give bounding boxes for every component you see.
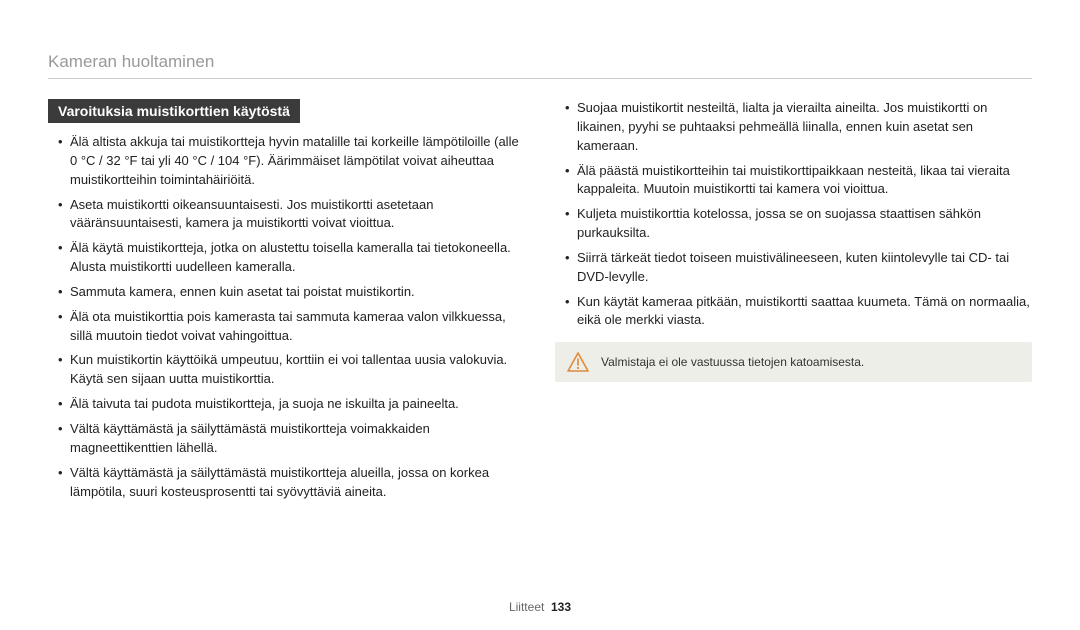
document-page: Kameran huoltaminen Varoituksia muistiko… bbox=[0, 0, 1080, 527]
list-item: Sammuta kamera, ennen kuin asetat tai po… bbox=[58, 283, 525, 302]
list-item: Älä käytä muistikortteja, jotka on alust… bbox=[58, 239, 525, 277]
list-item: Aseta muistikortti oikeansuuntaisesti. J… bbox=[58, 196, 525, 234]
section-heading: Varoituksia muistikorttien käytöstä bbox=[48, 99, 300, 123]
content-columns: Varoituksia muistikorttien käytöstä Älä … bbox=[48, 99, 1032, 507]
list-item: Älä päästä muistikortteihin tai muistiko… bbox=[565, 162, 1032, 200]
list-item: Vältä käyttämästä ja säilyttämästä muist… bbox=[58, 464, 525, 502]
list-item: Suojaa muistikortit nesteiltä, lialta ja… bbox=[565, 99, 1032, 156]
list-item: Kun käytät kameraa pitkään, muistikortti… bbox=[565, 293, 1032, 331]
list-item: Kun muistikortin käyttöikä umpeutuu, kor… bbox=[58, 351, 525, 389]
right-bullet-list: Suojaa muistikortit nesteiltä, lialta ja… bbox=[555, 99, 1032, 330]
list-item: Älä altista akkuja tai muistikortteja hy… bbox=[58, 133, 525, 190]
warning-triangle-icon bbox=[567, 352, 589, 372]
list-item: Siirrä tärkeät tiedot toiseen muistiväli… bbox=[565, 249, 1032, 287]
warning-text: Valmistaja ei ole vastuussa tietojen kat… bbox=[601, 355, 864, 369]
list-item: Vältä käyttämästä ja säilyttämästä muist… bbox=[58, 420, 525, 458]
page-title: Kameran huoltaminen bbox=[48, 52, 1032, 79]
warning-callout: Valmistaja ei ole vastuussa tietojen kat… bbox=[555, 342, 1032, 382]
footer-label: Liitteet bbox=[509, 600, 544, 614]
page-number: 133 bbox=[551, 600, 571, 614]
right-column: Suojaa muistikortit nesteiltä, lialta ja… bbox=[555, 99, 1032, 507]
left-column: Varoituksia muistikorttien käytöstä Älä … bbox=[48, 99, 525, 507]
left-bullet-list: Älä altista akkuja tai muistikortteja hy… bbox=[48, 133, 525, 501]
list-item: Älä taivuta tai pudota muistikortteja, j… bbox=[58, 395, 525, 414]
list-item: Kuljeta muistikorttia kotelossa, jossa s… bbox=[565, 205, 1032, 243]
list-item: Älä ota muistikorttia pois kamerasta tai… bbox=[58, 308, 525, 346]
page-footer: Liitteet 133 bbox=[0, 600, 1080, 614]
